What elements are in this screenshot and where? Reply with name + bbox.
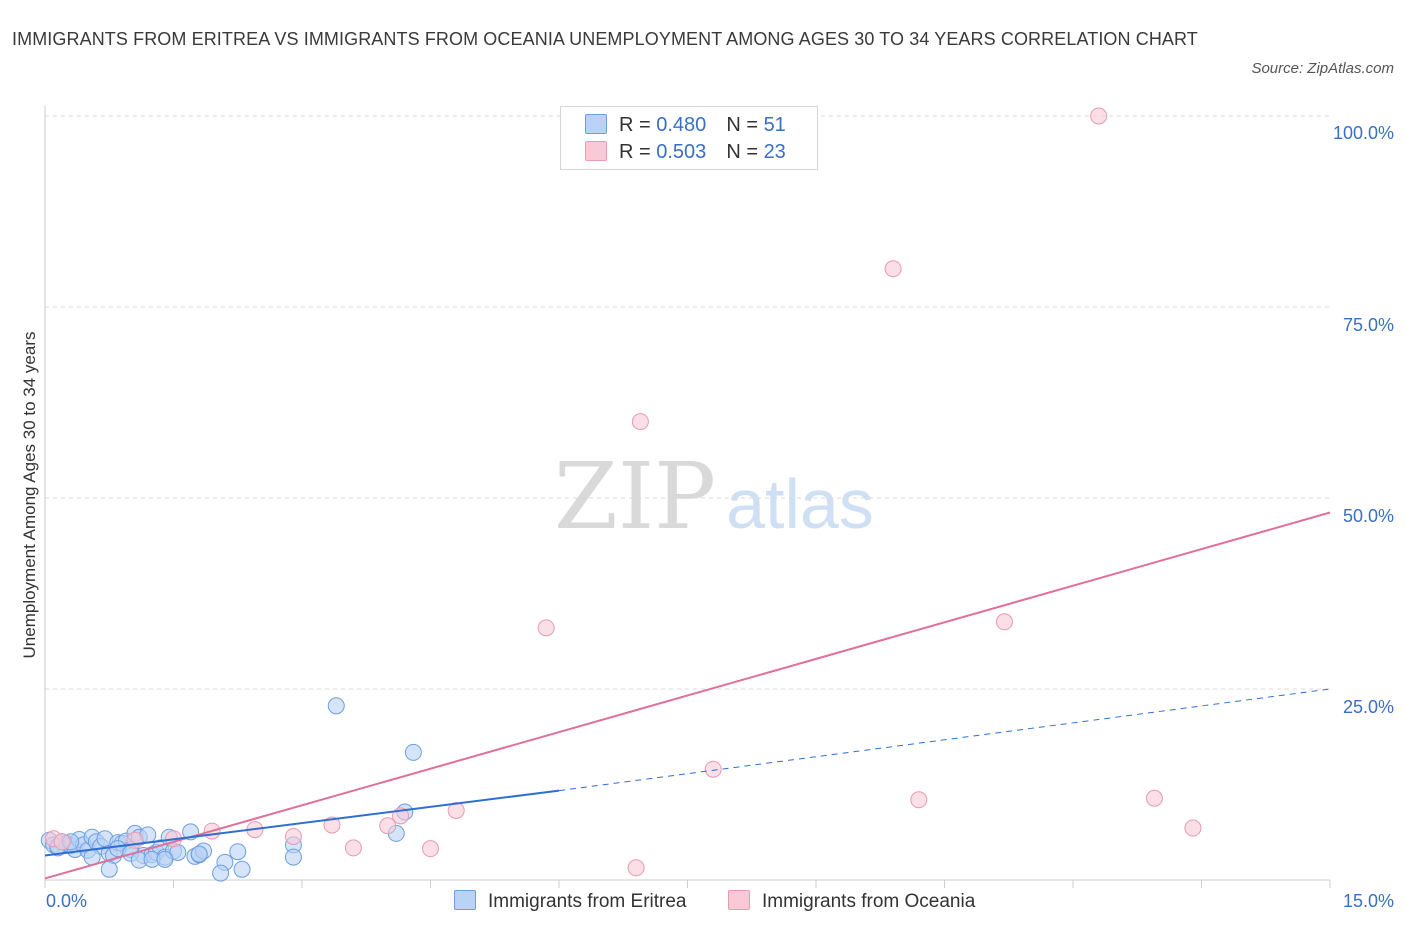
watermark-atlas: atlas xyxy=(726,465,874,543)
oceania-point xyxy=(284,827,302,845)
oceania-point xyxy=(53,833,71,851)
y-tick-label-25: 25.0% xyxy=(1342,697,1394,717)
legend-r-value: 0.480 xyxy=(656,114,707,136)
oceania-point xyxy=(631,413,649,431)
eritrea-swatch xyxy=(454,890,476,910)
chart-title: IMMIGRANTS FROM ERITREA VS IMMIGRANTS FR… xyxy=(12,29,1198,49)
oceania-point xyxy=(344,839,362,857)
eritrea-point xyxy=(229,843,247,861)
eritrea-point xyxy=(190,845,208,863)
bottom-legend-eritrea-label: Immigrants from Eritrea xyxy=(488,891,687,912)
eritrea-trend-line xyxy=(44,789,560,857)
source-label: Source: ZipAtlas.com xyxy=(1251,60,1394,77)
oceania-point xyxy=(1145,789,1163,807)
eritrea-point xyxy=(233,860,251,878)
oceania-point xyxy=(627,859,645,877)
axes xyxy=(44,106,1331,888)
oceania-trend-line xyxy=(44,511,1331,880)
oceania-swatch xyxy=(585,141,607,161)
y-tick-label-75: 75.0% xyxy=(1342,315,1394,335)
trend-lines xyxy=(44,511,1331,880)
grid-lines xyxy=(45,115,1330,690)
eritrea-point xyxy=(100,860,118,878)
y-tick-label-50: 50.0% xyxy=(1342,506,1394,526)
oceania-point xyxy=(379,817,397,835)
oceania-points xyxy=(45,107,1202,877)
bottom-legend-eritrea: Immigrants from Eritrea xyxy=(454,890,686,913)
oceania-point xyxy=(323,816,341,834)
oceania-point xyxy=(704,760,722,778)
legend-r-label: R = xyxy=(619,114,657,136)
eritrea-point xyxy=(156,850,174,868)
y-tick-label-100: 100.0% xyxy=(1332,123,1394,143)
oceania-point xyxy=(910,791,928,809)
eritrea-points xyxy=(40,697,422,882)
legend-n-label: N = xyxy=(726,114,764,136)
eritrea-trend-extension xyxy=(558,688,1331,792)
legend-r-value: 0.503 xyxy=(656,141,707,163)
oceania-point xyxy=(1090,107,1108,125)
legend-n-value: 51 xyxy=(763,114,786,136)
oceania-point xyxy=(1184,819,1202,837)
bottom-legend-oceania: Immigrants from Oceania xyxy=(728,890,975,913)
eritrea-point xyxy=(284,848,302,866)
eritrea-swatch xyxy=(585,114,607,134)
x-tick-label-max: 15.0% xyxy=(1342,891,1394,911)
eritrea-point xyxy=(404,743,422,761)
stats-legend: R = 0.480 N = 51 R = 0.503 N = 23 xyxy=(560,106,818,170)
oceania-swatch xyxy=(728,890,750,910)
legend-n-value: 23 xyxy=(763,141,786,163)
eritrea-point xyxy=(327,697,345,715)
legend-row-oceania: R = 0.503 N = 23 xyxy=(585,140,786,164)
oceania-point xyxy=(537,619,555,637)
legend-r-label: R = xyxy=(619,141,657,163)
legend-row-eritrea: R = 0.480 N = 51 xyxy=(585,113,786,137)
oceania-point xyxy=(447,801,465,819)
watermark-zip: ZIP xyxy=(554,443,716,550)
bottom-legend-oceania-label: Immigrants from Oceania xyxy=(762,891,976,912)
eritrea-point xyxy=(212,864,230,882)
oceania-point xyxy=(884,260,902,278)
oceania-point xyxy=(995,613,1013,631)
x-tick-label-min: 0.0% xyxy=(46,891,88,911)
legend-n-label: N = xyxy=(726,141,764,163)
oceania-point xyxy=(422,840,439,858)
